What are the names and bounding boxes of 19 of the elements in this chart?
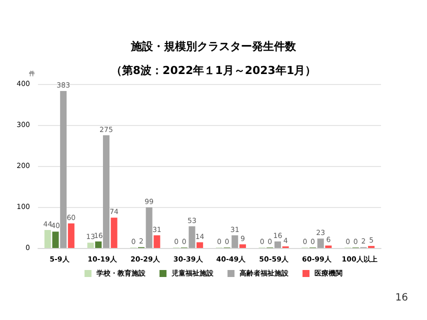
chart-subtitle: （第8波：2022年１1月～2023年1月） bbox=[110, 64, 316, 77]
bar bbox=[68, 223, 74, 248]
bar bbox=[60, 90, 67, 248]
bar bbox=[146, 207, 152, 248]
bar bbox=[95, 241, 102, 248]
text: 16 bbox=[395, 292, 408, 304]
bar bbox=[196, 242, 204, 248]
bar bbox=[102, 135, 110, 248]
chart-title: 施設・規模別クラスター発生件数 bbox=[130, 40, 297, 53]
bar bbox=[188, 226, 196, 248]
bar bbox=[110, 218, 118, 248]
bar bbox=[274, 241, 281, 248]
bar bbox=[87, 242, 94, 248]
bar bbox=[52, 232, 59, 248]
bar bbox=[154, 235, 160, 248]
bar bbox=[232, 235, 238, 248]
bar bbox=[44, 230, 51, 248]
bar bbox=[239, 244, 246, 248]
bar bbox=[317, 238, 324, 248]
